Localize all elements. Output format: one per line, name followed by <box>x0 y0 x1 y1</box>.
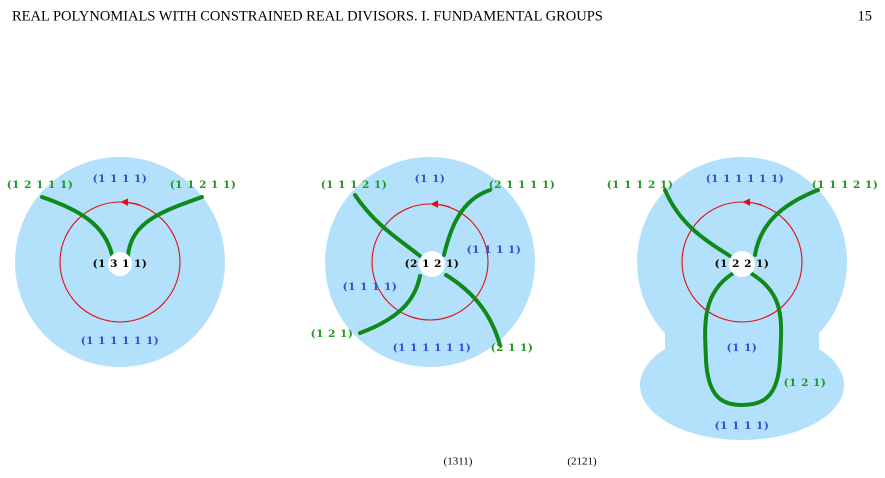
curve <box>753 188 820 257</box>
loop <box>371 203 489 321</box>
figure-3: (1 2 2 1) (1 1 1 2 1) (1 1 1 1 1 1) (1 1… <box>607 157 879 440</box>
label: (1 1 1 1 1 1) <box>393 342 472 354</box>
label: (1 1 1 1) <box>93 173 148 185</box>
label: (1 1) <box>415 173 446 185</box>
label: (1 1 1 1) <box>343 281 398 293</box>
loop <box>681 201 803 323</box>
label: (1 1 1 1 1 1) <box>81 335 160 347</box>
label: (1 1 1 1 1 1) <box>706 173 785 185</box>
curve <box>40 195 114 257</box>
label: (1 2 1) <box>311 328 354 340</box>
label: (1 1 1 1) <box>715 420 770 432</box>
center-label: (1 2 2 1) <box>715 258 770 270</box>
running-title: REAL POLYNOMIALS WITH CONSTRAINED REAL D… <box>12 8 603 24</box>
puncture <box>419 251 445 277</box>
label: (1 1 1 1) <box>467 244 522 256</box>
figure-1: (1 3 1 1) (1 2 1 1 1) (1 1 1 1) (1 1 2 1… <box>7 157 237 367</box>
label: (1 1) <box>727 342 758 354</box>
arrow <box>120 198 141 206</box>
disk <box>665 300 819 360</box>
label: (2 1 1 1 1) <box>489 179 556 191</box>
label: (1 1 1 2 1) <box>321 179 388 191</box>
curve <box>663 188 732 258</box>
label: (1 2 1) <box>784 377 827 389</box>
label: (1 1 1 2 1) <box>812 179 879 191</box>
arrow <box>430 200 451 208</box>
figure-2: (2 1 2 1) (1 1 1 2 1) (1 1) (2 1 1 1 1) … <box>311 157 556 367</box>
page-number: 15 <box>858 8 873 24</box>
curve <box>358 274 422 335</box>
center-label: (2 1 2 1) <box>405 258 460 270</box>
puncture <box>108 252 132 276</box>
curve <box>353 193 422 258</box>
center-label: (1 3 1 1) <box>93 258 148 270</box>
label: (2 1 1) <box>491 342 534 354</box>
arrow <box>742 198 763 206</box>
footer-fragment: (1311) <box>444 456 473 468</box>
puncture <box>729 251 755 277</box>
curve <box>444 273 502 347</box>
label: (1 1 2 1 1) <box>170 179 237 191</box>
loop <box>59 201 181 323</box>
footer-fragment: (2121) <box>567 456 597 468</box>
curve <box>703 272 784 408</box>
curve <box>126 195 204 257</box>
label: (1 1 1 2 1) <box>607 179 674 191</box>
label: (1 2 1 1 1) <box>7 179 74 191</box>
curve <box>442 188 492 257</box>
